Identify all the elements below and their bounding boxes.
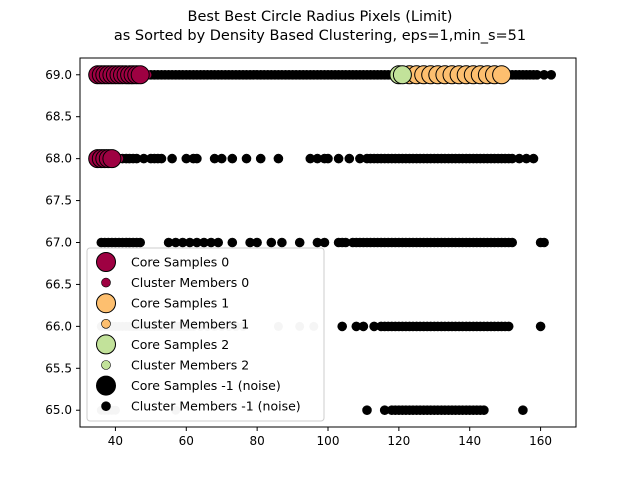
y-tick-label: 67.0 <box>45 236 72 250</box>
chart-title-line2: as Sorted by Density Based Clustering, e… <box>114 28 526 44</box>
data-point <box>135 237 145 248</box>
data-point <box>277 237 287 248</box>
data-point <box>337 321 348 332</box>
chart-title-line1: Best Best Circle Radius Pixels (Limit) <box>188 9 453 25</box>
y-tick-label: 68.0 <box>45 152 72 166</box>
y-tick-label: 66.0 <box>45 319 72 333</box>
legend-label: Cluster Members 2 <box>131 358 249 373</box>
legend-marker <box>101 318 111 329</box>
data-point <box>213 237 223 248</box>
data-point <box>479 405 489 416</box>
data-point <box>539 237 549 248</box>
data-point <box>535 321 546 332</box>
x-tick-label: 60 <box>179 434 194 448</box>
data-point <box>241 153 252 164</box>
x-tick-label: 40 <box>108 434 123 448</box>
y-tick-label: 65.0 <box>45 403 72 417</box>
data-point <box>192 153 202 164</box>
y-tick-label: 68.5 <box>45 110 72 124</box>
data-point <box>528 153 539 164</box>
data-point <box>333 153 344 164</box>
y-tick-label: 67.5 <box>45 194 72 208</box>
legend-label: Core Samples 0 <box>131 255 229 270</box>
x-tick-label: 120 <box>387 434 410 448</box>
data-point <box>102 149 122 169</box>
data-point <box>130 65 150 85</box>
y-tick-label: 66.5 <box>45 277 72 291</box>
series-core-samples-1 <box>400 65 512 85</box>
legend-marker <box>101 277 111 288</box>
y-tick-label: 65.5 <box>45 361 72 375</box>
data-point <box>503 321 514 332</box>
series-core-samples-2 <box>389 65 412 85</box>
data-point <box>362 405 372 416</box>
legend-label: Core Samples 1 <box>131 296 229 311</box>
legend-marker <box>101 401 111 412</box>
series-cluster-members-0 <box>110 70 153 164</box>
x-tick-label: 140 <box>458 434 481 448</box>
axes: 40 60 80 100 120 140 160 65.0 65.5 66.0 66.5 67.0 67… <box>45 57 577 448</box>
legend-marker <box>96 375 116 396</box>
data-point <box>507 237 518 248</box>
data-point <box>344 153 355 164</box>
data-point <box>273 153 284 164</box>
data-point <box>266 237 277 248</box>
x-tick-label: 160 <box>529 434 552 448</box>
x-tick-label: 80 <box>250 434 265 448</box>
data-point <box>216 153 227 164</box>
data-point <box>323 153 333 164</box>
series-core-samples-0 <box>88 65 150 169</box>
data-point <box>156 153 167 164</box>
data-point <box>319 237 330 248</box>
y-tick-label: 69.0 <box>45 68 72 82</box>
data-point <box>167 153 177 164</box>
legend: Core Samples 0 Cluster Members 0 Core Samp… <box>86 247 325 422</box>
legend-label: Cluster Members 0 <box>131 275 249 290</box>
data-point <box>518 405 528 416</box>
legend-box <box>86 247 325 422</box>
legend-label: Core Samples 2 <box>131 337 229 352</box>
data-point <box>294 237 305 248</box>
data-point <box>392 65 412 85</box>
legend-marker <box>101 360 111 370</box>
data-point <box>227 153 238 164</box>
data-point <box>546 70 557 80</box>
legend-label: Cluster Members -1 (noise) <box>131 399 301 414</box>
legend-label: Core Samples -1 (noise) <box>131 378 281 393</box>
legend-marker <box>96 293 116 314</box>
x-tick-label: 100 <box>317 434 340 448</box>
legend-label: Cluster Members 1 <box>131 316 249 331</box>
data-point <box>252 237 262 248</box>
legend-marker <box>96 334 116 355</box>
data-point <box>227 237 238 248</box>
data-point <box>492 65 512 85</box>
data-point <box>358 321 369 332</box>
legend-marker <box>96 252 116 272</box>
data-point <box>255 153 266 164</box>
